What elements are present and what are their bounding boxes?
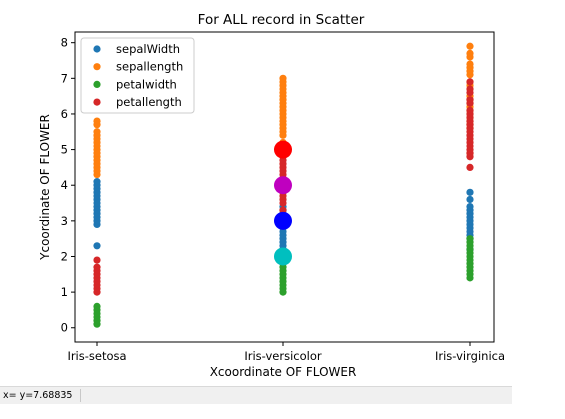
legend-marker [93, 45, 100, 52]
petallength-point [466, 164, 473, 171]
x-tick-label: Iris-virginica [435, 349, 505, 363]
figure: For ALL record in Scatter 0 1 2 3 4 5 6 7 8 Iris… [0, 0, 565, 386]
scatter-chart: For ALL record in Scatter 0 1 2 3 4 5 6 7 8 Iris… [0, 0, 565, 386]
x-tick-label: Iris-versicolor [244, 349, 322, 363]
legend-label: petalwidth [116, 77, 177, 91]
y-tick-label: 6 [61, 107, 68, 121]
petallength-point [93, 256, 100, 263]
petallength-point [466, 85, 473, 92]
petallength-point [93, 264, 100, 271]
y-tick-label: 2 [61, 249, 68, 263]
x-axis-label: Xcoordinate OF FLOWER [210, 365, 357, 379]
legend-label: sepalWidth [116, 42, 180, 56]
sepalWidth-point [466, 189, 473, 196]
cursor-coordinates: x= y=7.68835 [3, 390, 72, 401]
petallength-point [466, 78, 473, 85]
legend-label: petallength [116, 95, 182, 109]
petallength-point [466, 107, 473, 114]
legend-marker [93, 63, 100, 70]
legend-marker [93, 81, 100, 88]
petalwidth-point [93, 303, 100, 310]
sepalWidth-point [93, 242, 100, 249]
sepallength-point [279, 75, 286, 82]
y-tick-label: 5 [61, 143, 68, 157]
y-tick-label: 3 [61, 214, 68, 228]
sepallength-point [93, 117, 100, 124]
x-axis: Iris-setosa Iris-versicolor Iris-virginica [67, 342, 505, 363]
sepallength-point [466, 60, 473, 67]
legend-label: sepallength [116, 60, 183, 74]
sepallength-point [466, 43, 473, 50]
legend: sepalWidth sepallength petalwidth petalleng… [81, 38, 194, 113]
y-tick-label: 0 [61, 321, 68, 335]
highlight-point [274, 141, 292, 159]
sepallength-point [466, 50, 473, 57]
legend-marker [93, 99, 100, 106]
y-tick-label: 1 [61, 285, 68, 299]
petalwidth-point [466, 235, 473, 242]
sepallength-point [93, 128, 100, 135]
sepalWidth-point [466, 203, 473, 210]
y-axis-label: Ycoordinate OF FLOWER [38, 114, 52, 261]
highlight-point [274, 247, 292, 265]
highlight-point [274, 212, 292, 230]
petallength-point [466, 96, 473, 103]
y-tick-label: 4 [61, 178, 68, 192]
sepalWidth-point [466, 196, 473, 203]
y-axis: 0 1 2 3 4 5 6 7 8 [61, 36, 75, 335]
status-bar: x= y=7.68835 [0, 386, 512, 404]
highlight-point [274, 176, 292, 194]
y-tick-label: 7 [61, 71, 68, 85]
status-divider [80, 389, 81, 402]
sepalWidth-point [93, 178, 100, 185]
chart-title: For ALL record in Scatter [198, 12, 365, 28]
y-tick-label: 8 [61, 36, 68, 50]
x-tick-label: Iris-setosa [67, 349, 126, 363]
